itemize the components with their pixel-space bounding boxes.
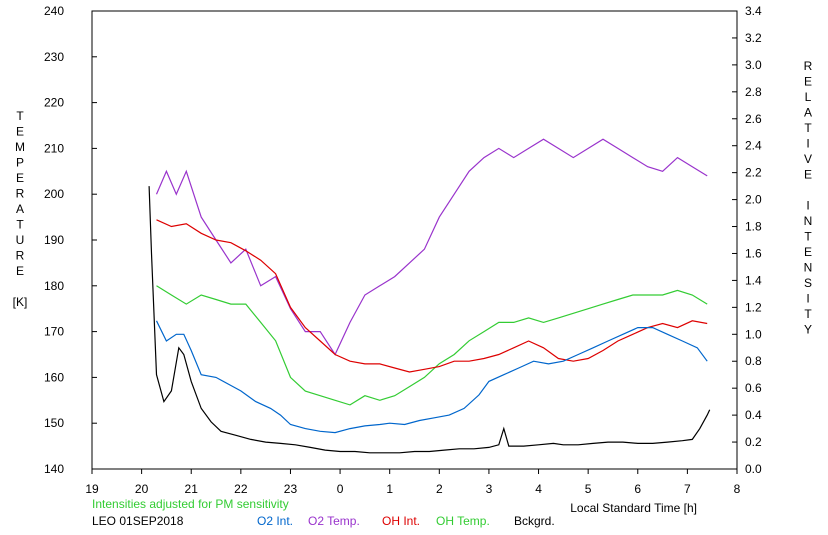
right-label-letter: T bbox=[804, 230, 812, 244]
x-tick-label: 7 bbox=[684, 482, 691, 496]
series-layer bbox=[148, 138, 711, 454]
x-tick-label: 8 bbox=[734, 482, 741, 496]
x-tick-label: 19 bbox=[85, 482, 99, 496]
right-label-letter: N bbox=[804, 214, 813, 228]
right-tick-label: 0.8 bbox=[745, 354, 762, 368]
right-tick-label: 0.4 bbox=[745, 408, 762, 422]
right-label-letter: E bbox=[804, 245, 812, 259]
left-label-letter: P bbox=[16, 156, 24, 170]
left-label-letter: [K] bbox=[13, 295, 28, 309]
legend-entry: O2 Int. bbox=[257, 514, 293, 528]
right-label-letter: V bbox=[804, 152, 812, 166]
right-tick-label: 0.2 bbox=[745, 435, 762, 449]
right-tick-label: 3.2 bbox=[745, 31, 762, 45]
x-axis-label: Local Standard Time [h] bbox=[570, 501, 697, 515]
left-label-letter: M bbox=[15, 140, 25, 154]
right-tick-label: 2.4 bbox=[745, 139, 762, 153]
sensitivity-note: Intensities adjusted for PM sensitivity bbox=[92, 497, 289, 511]
left-label-letter: R bbox=[16, 249, 25, 263]
left-tick-label: 240 bbox=[44, 4, 64, 18]
right-tick-label: 3.4 bbox=[745, 4, 762, 18]
x-tick-label: 21 bbox=[185, 482, 199, 496]
legend-entry: O2 Temp. bbox=[308, 514, 360, 528]
left-tick-label: 160 bbox=[44, 370, 64, 384]
series-line-bckgrd bbox=[148, 186, 711, 454]
legend-entry: Bckgrd. bbox=[514, 514, 555, 528]
right-tick-label: 3.0 bbox=[745, 58, 762, 72]
right-tick-label: 1.6 bbox=[745, 246, 762, 260]
right-label-letter: L bbox=[805, 90, 812, 104]
right-tick-label: 1.4 bbox=[745, 273, 762, 287]
left-axis: 140 150 160 170 180 190 200 210 220 230 240 bbox=[44, 4, 97, 476]
legend: O2 Int. O2 Temp. OH Int. OH Temp. Bckgrd. bbox=[257, 514, 555, 528]
right-tick-label: 1.0 bbox=[745, 327, 762, 341]
left-tick-label: 210 bbox=[44, 141, 64, 155]
left-tick-label: 230 bbox=[44, 50, 64, 64]
right-label-letter: Y bbox=[804, 323, 812, 337]
right-label-letter: I bbox=[806, 137, 809, 151]
x-axis: 19 20 21 22 23 0 1 2 3 4 5 6 7 8 bbox=[85, 469, 741, 496]
x-tick-label: 20 bbox=[135, 482, 149, 496]
left-tick-label: 150 bbox=[44, 416, 64, 430]
right-label-letter: E bbox=[804, 75, 812, 89]
x-tick-label: 1 bbox=[386, 482, 393, 496]
left-tick-label: 190 bbox=[44, 233, 64, 247]
left-label-letter: R bbox=[16, 187, 25, 201]
left-tick-label: 180 bbox=[44, 279, 64, 293]
left-label-letter: U bbox=[16, 233, 25, 247]
right-tick-label: 1.2 bbox=[745, 300, 762, 314]
plot-frame bbox=[91, 10, 738, 470]
right-tick-label: 2.8 bbox=[745, 85, 762, 99]
x-tick-label: 6 bbox=[634, 482, 641, 496]
left-label-letter: E bbox=[16, 125, 24, 139]
right-label-letter: T bbox=[804, 121, 812, 135]
x-tick-label: 0 bbox=[337, 482, 344, 496]
x-tick-label: 5 bbox=[585, 482, 592, 496]
right-label-letter: E bbox=[804, 168, 812, 182]
right-tick-label: 0.0 bbox=[745, 462, 762, 476]
left-label-letter: T bbox=[16, 109, 24, 123]
series-line-o2-temp bbox=[155, 138, 708, 356]
station-label: LEO 01SEP2018 bbox=[92, 514, 184, 528]
right-tick-label: 2.0 bbox=[745, 193, 762, 207]
series-line-o2-int bbox=[155, 320, 708, 434]
right-tick-label: 2.6 bbox=[745, 112, 762, 126]
legend-entry: OH Temp. bbox=[436, 514, 490, 528]
right-label-letter: R bbox=[804, 59, 813, 73]
left-label-letter: T bbox=[16, 218, 24, 232]
series-line-oh-int bbox=[156, 219, 708, 373]
left-tick-label: 170 bbox=[44, 325, 64, 339]
x-tick-label: 4 bbox=[535, 482, 542, 496]
left-tick-label: 140 bbox=[44, 462, 64, 476]
right-label-letter: A bbox=[804, 106, 812, 120]
right-tick-label: 0.6 bbox=[745, 381, 762, 395]
x-tick-label: 3 bbox=[486, 482, 493, 496]
series-line-oh-temp bbox=[156, 285, 708, 406]
x-tick-label: 23 bbox=[284, 482, 298, 496]
x-tick-label: 2 bbox=[436, 482, 443, 496]
right-label-letter: I bbox=[806, 199, 809, 213]
right-label-letter: T bbox=[804, 307, 812, 321]
left-label-letter: A bbox=[16, 202, 24, 216]
right-label-letter: S bbox=[804, 276, 812, 290]
right-axis: 0.0 0.2 0.4 0.6 0.8 1.0 1.2 1.4 1.6 1.8 2.0 2.2 2.4 2… bbox=[732, 4, 762, 476]
right-tick-label: 1.8 bbox=[745, 220, 762, 234]
right-label-letter: I bbox=[806, 292, 809, 306]
right-label-letter: N bbox=[804, 261, 813, 275]
right-tick-label: 2.2 bbox=[745, 166, 762, 180]
legend-entry: OH Int. bbox=[382, 514, 420, 528]
left-tick-label: 200 bbox=[44, 187, 64, 201]
left-tick-label: 220 bbox=[44, 96, 64, 110]
left-label-letter: E bbox=[16, 171, 24, 185]
x-tick-label: 22 bbox=[234, 482, 248, 496]
left-label-letter: E bbox=[16, 264, 24, 278]
